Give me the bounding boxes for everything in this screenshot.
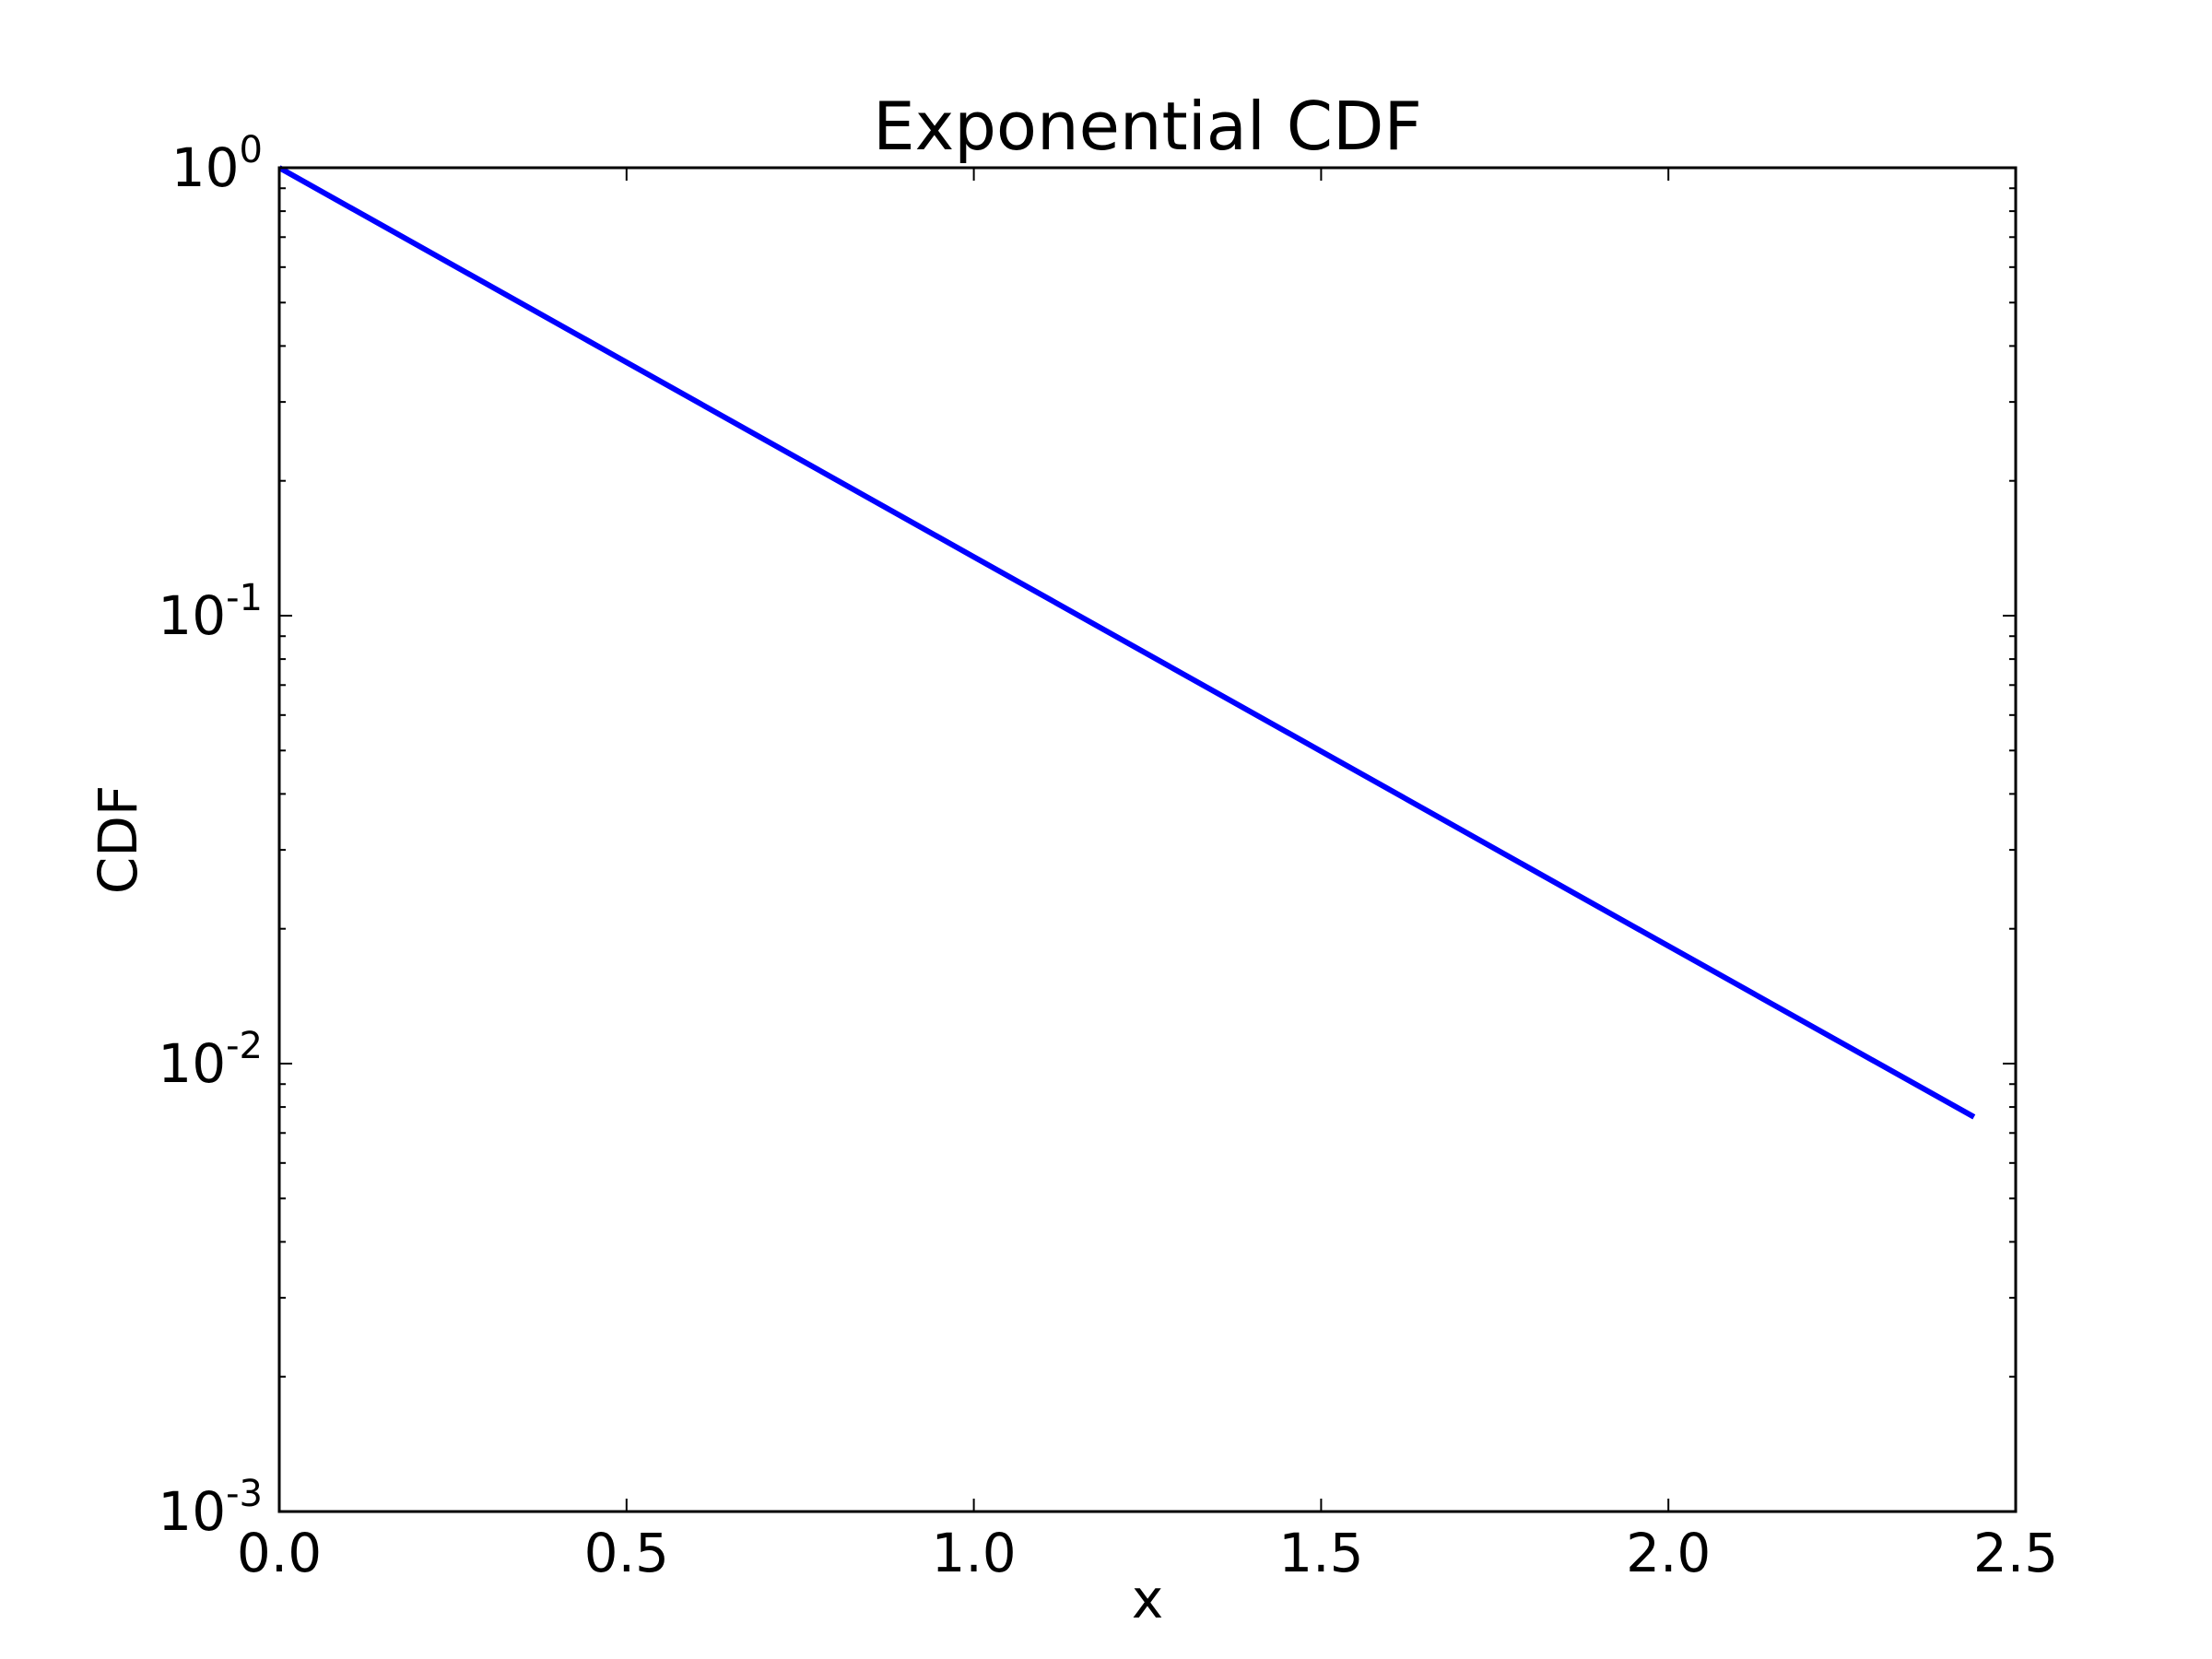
- x-tick-label: 0.0: [237, 1522, 322, 1584]
- plot-frame: [277, 166, 2018, 1513]
- series-line: [277, 165, 1976, 1120]
- y-tick-label: 10-2: [158, 1025, 263, 1095]
- x-tick-label: 1.0: [931, 1522, 1016, 1584]
- y-axis-label: CDF: [87, 785, 149, 895]
- x-tick-label: 1.5: [1278, 1522, 1363, 1584]
- x-tick-label: 2.0: [1626, 1522, 1711, 1584]
- x-axis-label: x: [1132, 1568, 1163, 1630]
- y-tick-label: 10-3: [158, 1473, 263, 1543]
- y-tick-label: 10-1: [158, 577, 263, 647]
- y-tick-label: 100: [171, 129, 263, 199]
- chart-title: Exponential CDF: [873, 88, 1422, 165]
- x-tick-label: 2.5: [1973, 1522, 2058, 1584]
- x-tick-label: 0.5: [584, 1522, 669, 1584]
- axis-tick-labels: 0.0 0.5 1.0 1.5 2.0 2.5 100 10-1 10-2 10-3: [158, 129, 2058, 1584]
- plot-lines: [277, 165, 1976, 1120]
